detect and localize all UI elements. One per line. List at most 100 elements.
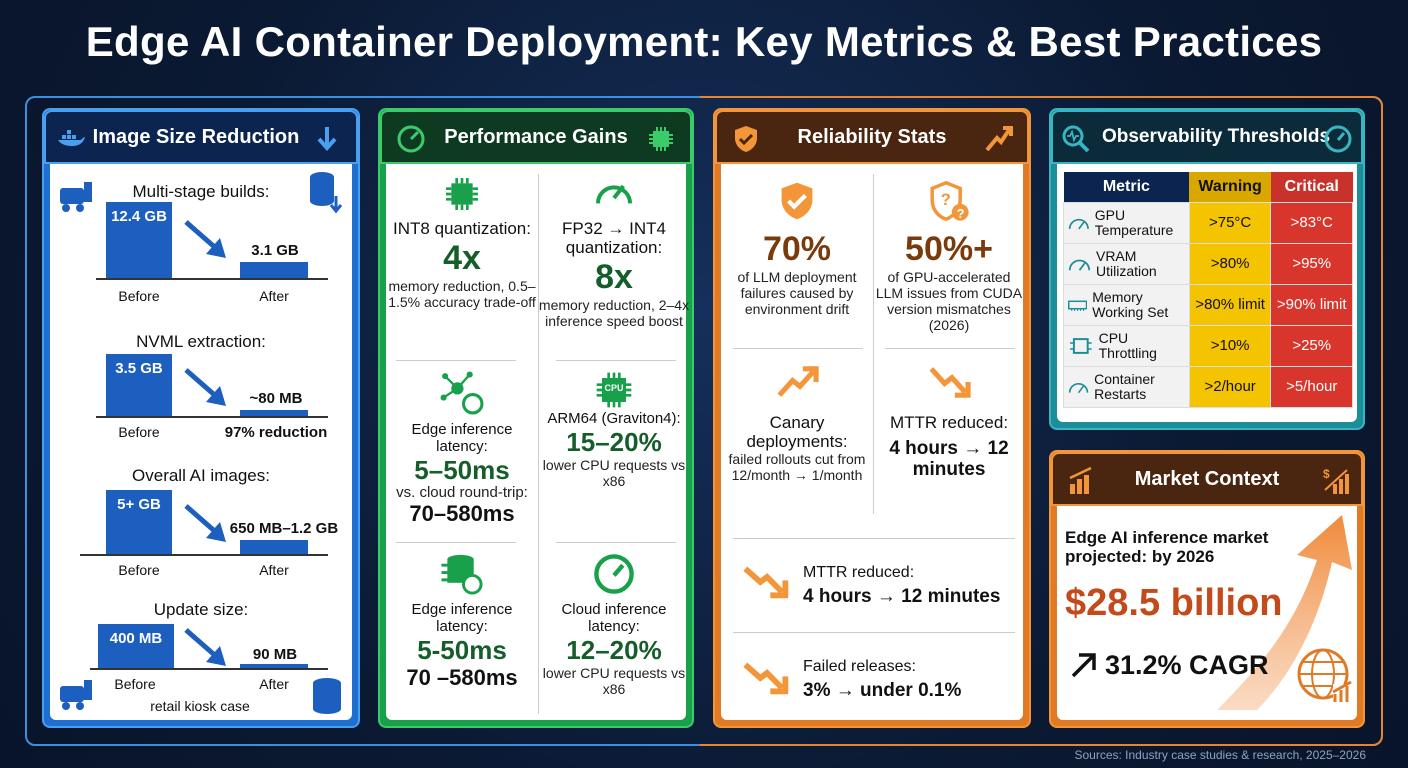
perf-cell-int8: INT8 quantization: 4x memory reduction, …: [386, 174, 538, 310]
perf-big: 5-50ms: [417, 635, 507, 665]
market-value: $28.5 billion: [1065, 582, 1283, 624]
divider: [873, 174, 874, 514]
gauge-icon: [1068, 259, 1091, 271]
svg-text:?: ?: [957, 207, 965, 221]
stat-mttr: MTTR reduced: 4 hours → 12 minutes: [873, 360, 1025, 480]
shield-check-icon: [735, 126, 757, 152]
stat-title: Canary deployments:: [746, 413, 848, 451]
reliability-title: Reliability Stats: [797, 125, 947, 148]
reliability-body: 70% of LLM deployment failures caused by…: [721, 164, 1023, 720]
trend-down-icon: [743, 662, 789, 695]
trend-up-icon: [777, 366, 819, 397]
docker-whale-icon: [58, 130, 85, 146]
after-label: After: [259, 288, 289, 304]
image-size-body: Multi-stage builds: 12.4 GB 3.1 GB Befor…: [50, 164, 352, 720]
note-label: retail kiosk case: [150, 698, 250, 714]
after-bar: [240, 540, 308, 554]
trend-up-icon: [985, 126, 1013, 152]
perf-sub: vs. cloud round-trip:: [396, 484, 528, 501]
before-label: Before: [114, 676, 156, 692]
releases-row-title: Failed releases:: [803, 658, 916, 675]
perf-sub: memory reduction, 0.5–1.5% accuracy trad…: [388, 278, 536, 310]
perf-big: 5–50ms: [414, 455, 510, 485]
stat-title: MTTR reduced:: [889, 413, 1009, 432]
perf-big: 4x: [443, 239, 481, 277]
before-label: Before: [118, 562, 160, 578]
arrow-down-icon: [317, 127, 337, 152]
stat-canary: Canary deployments: failed rollouts cut …: [721, 360, 873, 483]
table-row: CPU Throttling >10% >25%: [1063, 324, 1353, 367]
database-icon: [313, 678, 341, 714]
svg-text:$: $: [1323, 467, 1330, 481]
perf-big: 12–20%: [566, 635, 662, 665]
divider: [556, 360, 676, 361]
globe-chart-icon: [1297, 648, 1353, 704]
thresholds-table: Metric Warning Critical GPU Temperature …: [1063, 172, 1353, 408]
stat-sub: of GPU-accelerated LLM issues from CUDA …: [875, 269, 1023, 333]
observability-title: Observability Thresholds: [1101, 126, 1331, 147]
gauge-icon: [1068, 218, 1089, 229]
perf-big: 8x: [595, 258, 633, 296]
perf-sub: lower CPU requests vs x86: [542, 665, 686, 697]
perf-cell-cloud-latency: Cloud inference latency: 12–20% lower CP…: [538, 552, 690, 697]
performance-panel: Performance Gains INT8 quantization: 4x …: [378, 108, 694, 728]
market-header: Market Context $: [1051, 452, 1363, 506]
market-body: Edge AI inference market projected: by 2…: [1057, 506, 1357, 720]
divider: [396, 542, 516, 543]
diag-arrow-icon: [184, 368, 226, 406]
shield-question-icon: ??: [930, 180, 969, 222]
after-label: After: [259, 676, 289, 692]
releases-row-value: 3% → under 0.1%: [803, 680, 962, 701]
speedometer-icon: [596, 184, 632, 204]
stat-sub: of LLM deployment failures caused by env…: [737, 269, 857, 317]
divider: [885, 348, 1015, 349]
performance-title: Performance Gains: [444, 125, 628, 148]
table-row: GPU Temperature >75°C >83°C: [1063, 201, 1353, 244]
divider: [396, 360, 516, 361]
divider: [556, 542, 676, 543]
divider: [538, 174, 539, 714]
reliability-header: Reliability Stats: [715, 110, 1029, 164]
database-down-icon: [310, 172, 343, 214]
perf-cell-int4: FP32 → INT4 quantization: 8x memory redu…: [538, 174, 690, 329]
perf-title: INT8 quantization:: [393, 219, 531, 238]
perf-cell-edge-latency-2: Edge inference latency: 5-50ms 70 –580ms: [386, 552, 538, 691]
perf-sub: lower CPU requests vs x86: [542, 457, 686, 489]
performance-body: INT8 quantization: 4x memory reduction, …: [386, 164, 689, 720]
svg-text:?: ?: [941, 190, 951, 209]
baseline: [80, 554, 328, 556]
chip-icon: [446, 178, 478, 210]
diag-arrow-icon: [184, 220, 226, 258]
perf-cell-arm64: CPU ARM64 (Graviton4): 15–20% lower CPU …: [538, 370, 690, 489]
after-bar: [240, 410, 308, 416]
market-title: Market Context: [1134, 467, 1280, 490]
table-row: Memory Working Set >80% limit >90% limit: [1063, 283, 1353, 326]
speedometer-icon: [397, 125, 425, 153]
perf-title: ARM64 (Graviton4):: [547, 410, 681, 427]
market-cagr: 31.2% CAGR: [1105, 650, 1269, 680]
mttr-row-value: 4 hours → 12 minutes: [803, 586, 1001, 607]
trend-down-icon: [929, 367, 971, 398]
diag-arrow-icon: [184, 504, 226, 542]
image-size-title: Image Size Reduction: [92, 125, 300, 148]
stat-cuda-mismatch: ?? 50%+ of GPU-accelerated LLM issues fr…: [873, 178, 1025, 333]
baseline: [96, 278, 328, 280]
network-timer-icon: [440, 371, 484, 415]
stat-sub: failed rollouts cut from 12/month → 1/mo…: [728, 451, 866, 483]
compressor-icon: [60, 680, 92, 710]
section-label: Overall AI images:: [132, 466, 270, 485]
col-metric: Metric: [1063, 172, 1190, 202]
sources-note: Sources: Industry case studies & researc…: [1074, 748, 1366, 762]
perf-cell-edge-latency: Edge inference latency: 5–50ms vs. cloud…: [386, 370, 538, 527]
divider: [733, 348, 863, 349]
after-value: 90 MB: [252, 646, 298, 663]
stat-env-drift: 70% of LLM deployment failures caused by…: [721, 178, 873, 317]
perf-extra: 70 –580ms: [406, 665, 518, 690]
after-value: 650 MB–1.2 GB: [229, 520, 339, 537]
divider: [733, 632, 1015, 633]
before-bar: 400 MB: [98, 624, 174, 668]
section-label: Update size:: [153, 600, 249, 619]
chip-icon: [1069, 337, 1092, 354]
perf-sub: memory reduction, 2–4x inference speed b…: [538, 297, 690, 329]
dollar-chart-icon: $: [1323, 467, 1349, 494]
